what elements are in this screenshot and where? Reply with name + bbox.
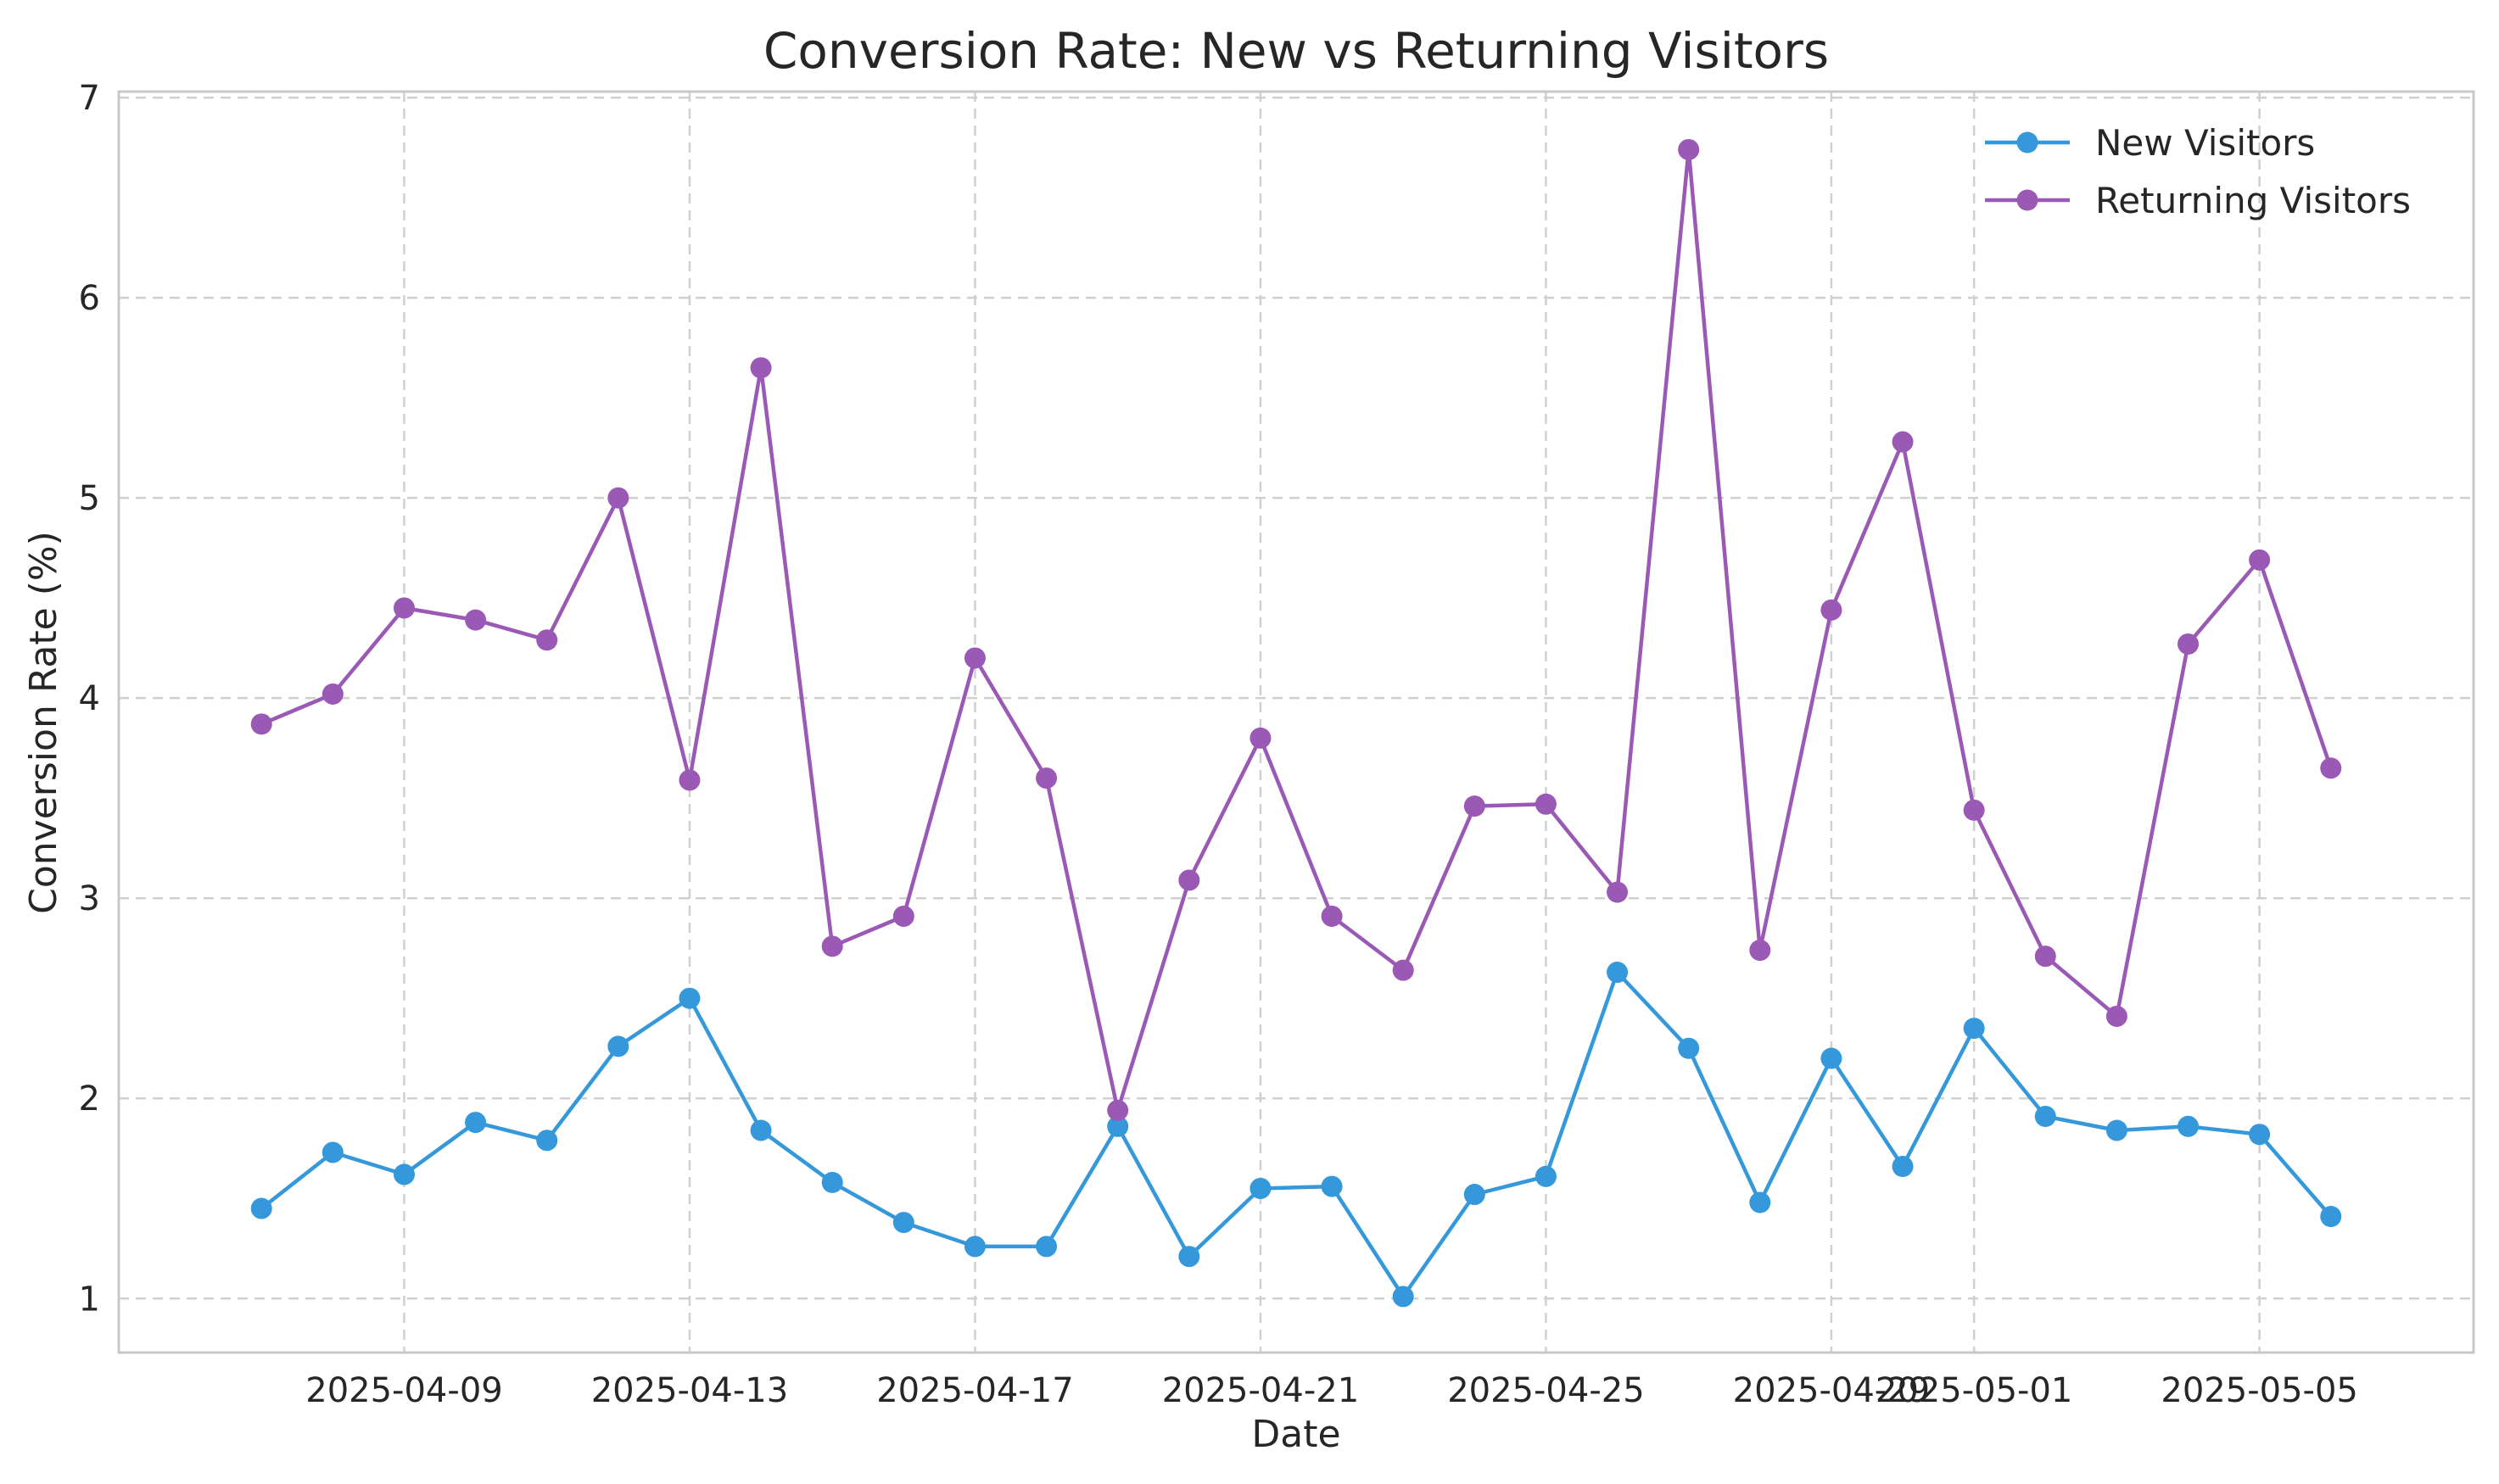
data-point xyxy=(393,597,415,619)
legend: New Visitors Returning Visitors xyxy=(1985,122,2411,221)
y-tick-label: 7 xyxy=(79,79,100,118)
data-point xyxy=(465,1112,487,1134)
x-axis-label: Date xyxy=(1251,1413,1340,1456)
data-point xyxy=(1820,1047,1842,1069)
x-tick-label: 2025-05-05 xyxy=(2161,1371,2357,1410)
data-point xyxy=(393,1163,415,1186)
data-point xyxy=(1107,1115,1129,1137)
legend-label: New Visitors xyxy=(2095,122,2315,164)
data-point xyxy=(1392,959,1414,981)
y-tick-label: 4 xyxy=(79,679,100,718)
x-tick-label: 2025-04-13 xyxy=(591,1371,788,1410)
chart-title: Conversion Rate: New vs Returning Visito… xyxy=(763,22,1829,80)
legend-marker xyxy=(2016,131,2038,153)
data-point xyxy=(2178,633,2200,655)
data-point xyxy=(821,1171,843,1193)
series-line xyxy=(259,970,2334,1299)
data-point xyxy=(2249,1124,2271,1146)
data-point xyxy=(1535,793,1557,815)
data-point xyxy=(964,647,986,669)
data-point xyxy=(1250,727,1272,749)
data-point xyxy=(1463,1184,1485,1206)
x-tick-label: 2025-04-21 xyxy=(1162,1371,1359,1410)
legend-label: Returning Visitors xyxy=(2095,180,2411,221)
series-layer xyxy=(250,138,2342,1308)
data-point xyxy=(2320,757,2342,779)
data-point xyxy=(1178,869,1200,891)
y-tick-label: 3 xyxy=(79,879,100,918)
data-point xyxy=(892,905,914,927)
data-point xyxy=(1820,599,1842,621)
data-point xyxy=(1463,795,1485,817)
data-point xyxy=(1749,1191,1771,1213)
data-point xyxy=(679,769,701,791)
data-point xyxy=(2320,1205,2342,1227)
y-tick-label: 5 xyxy=(79,479,100,518)
data-point xyxy=(1321,1175,1343,1197)
data-point xyxy=(1892,431,1914,453)
data-point xyxy=(321,683,344,705)
y-tick-label: 6 xyxy=(79,279,100,318)
x-tick-label: 2025-04-25 xyxy=(1447,1371,1644,1410)
data-point xyxy=(892,1212,914,1234)
data-point xyxy=(1178,1246,1200,1268)
legend-marker xyxy=(2016,189,2038,211)
y-tick-label: 1 xyxy=(79,1280,100,1319)
grid-layer xyxy=(119,92,2474,1353)
data-point xyxy=(2178,1115,2200,1137)
data-point xyxy=(1678,138,1700,160)
data-point xyxy=(1678,1037,1700,1059)
data-point xyxy=(1963,1018,1985,1040)
data-point xyxy=(1892,1155,1914,1177)
data-point xyxy=(1749,940,1771,962)
data-point xyxy=(1607,881,1629,903)
data-point xyxy=(679,987,701,1009)
data-point xyxy=(1535,1165,1557,1187)
data-point xyxy=(607,487,629,509)
data-point xyxy=(465,609,487,631)
tick-layer: 1 2 3 4 5 6 7 2025-04-09 2025-04-13 2025-04-17 202… xyxy=(79,79,2358,1410)
data-point xyxy=(607,1035,629,1057)
data-point xyxy=(750,1119,772,1141)
x-tick-label: 2025-04-09 xyxy=(305,1371,502,1410)
data-point xyxy=(1963,799,1985,821)
data-point xyxy=(2034,1105,2056,1127)
x-tick-label: 2025-04-29 xyxy=(1733,1371,1930,1410)
data-point xyxy=(536,1130,558,1152)
data-point xyxy=(1036,1236,1058,1258)
y-tick-label: 2 xyxy=(79,1080,100,1119)
data-point xyxy=(964,1236,986,1258)
data-point xyxy=(2105,1119,2127,1141)
legend-item: New Visitors xyxy=(1985,122,2315,164)
data-point xyxy=(250,713,272,735)
data-point xyxy=(250,1197,272,1219)
data-point xyxy=(1107,1099,1129,1121)
plot-frame xyxy=(117,90,2475,1354)
data-point xyxy=(750,357,772,379)
data-point xyxy=(536,629,558,651)
data-point xyxy=(321,1141,344,1163)
series-returning-visitors xyxy=(250,138,2342,1121)
data-point xyxy=(1250,1177,1272,1199)
y-axis-label: Conversion Rate (%) xyxy=(22,531,65,914)
legend-item: Returning Visitors xyxy=(1985,180,2411,221)
series-new-visitors xyxy=(250,962,2342,1308)
data-point xyxy=(2034,946,2056,968)
x-tick-label: 2025-05-01 xyxy=(1876,1371,2072,1410)
data-point xyxy=(2249,549,2271,571)
data-point xyxy=(1392,1286,1414,1308)
data-point xyxy=(821,935,843,957)
data-point xyxy=(1607,962,1629,984)
data-point xyxy=(1036,767,1058,789)
data-point xyxy=(1321,905,1343,927)
data-point xyxy=(2105,1005,2127,1027)
series-line xyxy=(259,148,2334,1113)
x-tick-label: 2025-04-17 xyxy=(876,1371,1073,1410)
